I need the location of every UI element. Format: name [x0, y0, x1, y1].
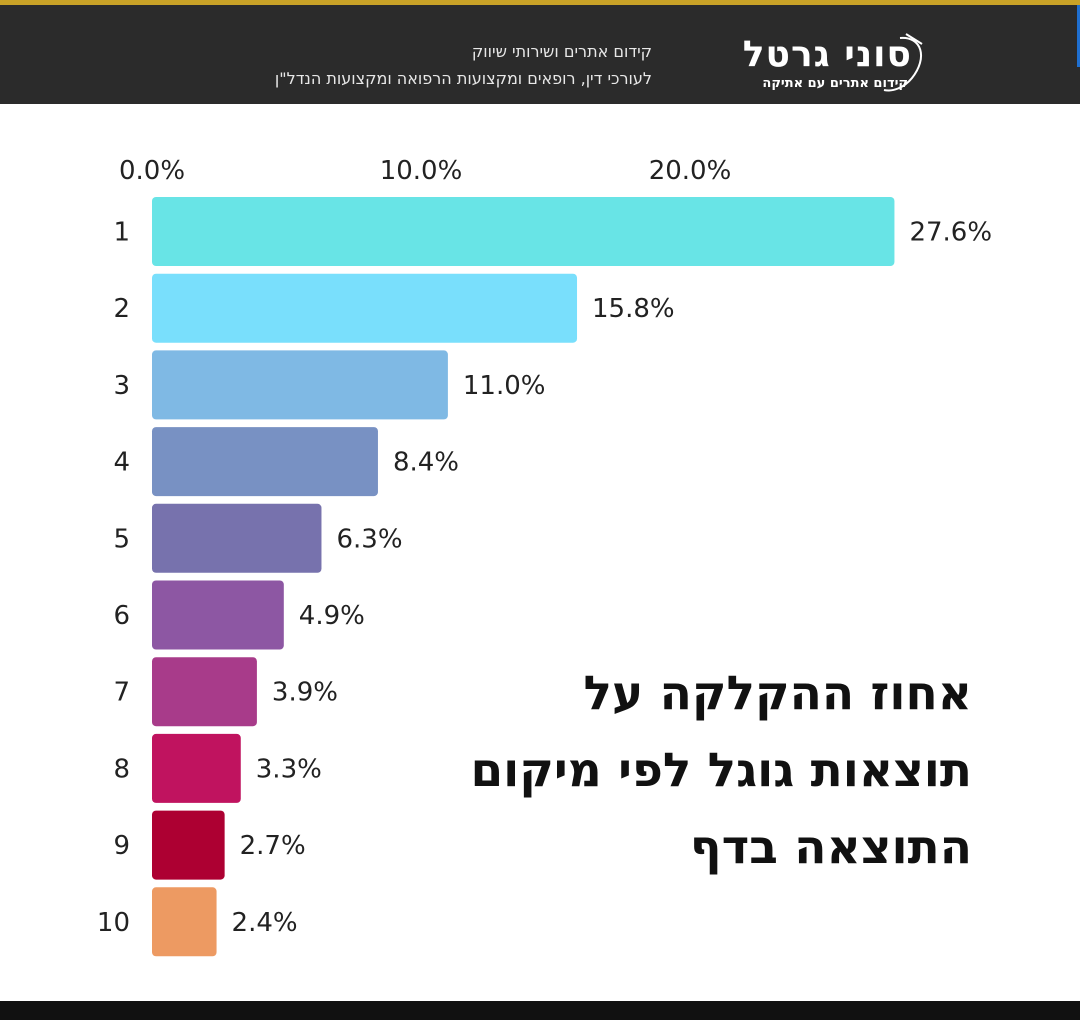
logo-swoosh-icon — [883, 33, 923, 92]
header-tagline-line2: לעורכי דין, רופאים ומקצועות הרפואה ומקצו… — [274, 69, 652, 88]
bar — [152, 273, 578, 343]
value-label: 2.4% — [232, 908, 298, 938]
logo-name: סוני גרטל — [742, 34, 912, 75]
category-label: 6 — [113, 601, 130, 631]
value-label: 3.3% — [256, 754, 322, 784]
headline-line1: אחוז ההקלקה על — [583, 666, 972, 721]
value-label: 27.6% — [909, 218, 992, 248]
category-label: 10 — [97, 908, 130, 938]
bar — [152, 733, 241, 803]
bar — [152, 887, 217, 957]
headline-line2: תוצאות גוגל לפי מיקום — [470, 743, 972, 798]
header-tagline-line1: קידום אתרים ושירותי שיווק — [471, 42, 652, 61]
logo-subtitle: קידום אתרים עם אתיקה — [762, 76, 908, 91]
x-tick-label: 20.0% — [649, 156, 732, 186]
bar — [152, 580, 284, 650]
bar — [152, 197, 895, 266]
bar — [152, 503, 322, 573]
bar — [152, 810, 225, 880]
brand-logo[interactable]: סוני גרטל קידום אתרים עם אתיקה — [702, 33, 923, 98]
category-label: 7 — [113, 678, 130, 708]
category-label: 8 — [113, 754, 130, 784]
chart-headline: אחוז ההקלקה על תוצאות גוגל לפי מיקום התו… — [470, 655, 972, 886]
ctr-bar-chart: 0.0% 10.0% 20.0% 1 27.6% 2 15.8% 3 11.0% 4 8.4% 5 6.… — [97, 156, 992, 957]
x-tick-label: 0.0% — [119, 156, 185, 186]
category-label: 4 — [113, 448, 130, 478]
bar — [152, 427, 378, 497]
bar — [152, 657, 257, 727]
value-label: 2.7% — [240, 831, 306, 861]
edge-accent — [1077, 5, 1080, 67]
value-label: 8.4% — [393, 448, 459, 478]
category-label: 2 — [113, 294, 130, 324]
value-label: 11.0% — [463, 371, 546, 401]
headline-line3: התוצאה בדף — [689, 820, 972, 875]
bar — [152, 350, 448, 420]
value-label: 4.9% — [299, 601, 365, 631]
value-label: 15.8% — [592, 294, 675, 324]
top-accent-strip — [0, 0, 1080, 5]
category-label: 5 — [113, 524, 130, 554]
x-tick-label: 10.0% — [380, 156, 463, 186]
value-label: 6.3% — [336, 524, 402, 554]
value-label: 3.9% — [272, 678, 338, 708]
category-label: 9 — [113, 831, 130, 861]
category-label: 3 — [113, 371, 130, 401]
footer-bar — [0, 1001, 1080, 1020]
category-label: 1 — [113, 218, 130, 248]
